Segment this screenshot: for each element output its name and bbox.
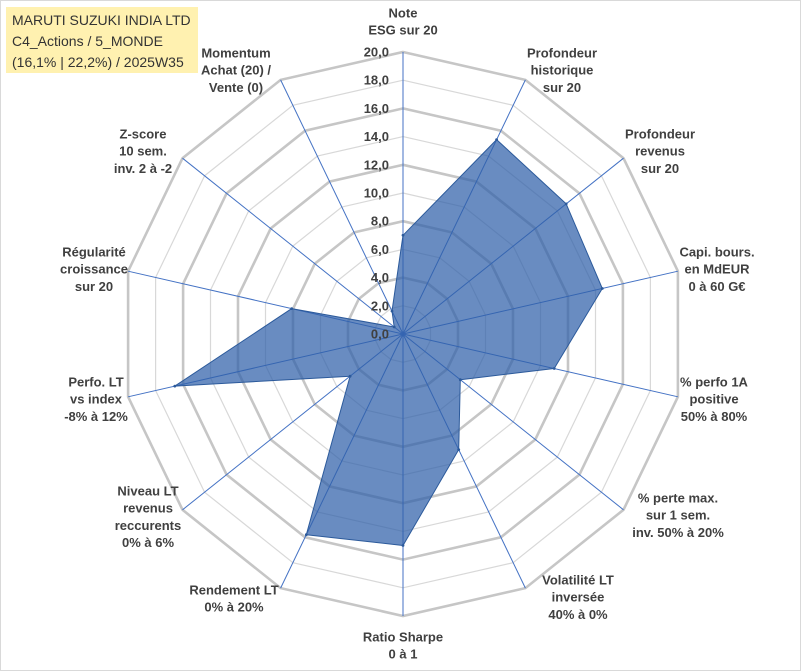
- tick-label: 16,0: [364, 101, 389, 116]
- data-point: [495, 138, 498, 142]
- title-stats: (16,1% | 22,2%) / 2025W35: [12, 54, 184, 70]
- tick-label: 12,0: [364, 157, 389, 172]
- axis-label-line: Z-score: [120, 127, 167, 142]
- data-point: [457, 448, 461, 451]
- axis-label: Z-score 10 sem. inv. 2 à -2: [114, 127, 172, 176]
- tick-label: 18,0: [364, 73, 389, 88]
- axis-label: Rendement LT 0% à 20%: [189, 583, 278, 615]
- tick-label: 0,0: [371, 327, 389, 342]
- data-point: [458, 378, 462, 382]
- value-axis-ticks: 0,0 2,0 4,0 6,0 8,0 10,0 12,0 14,0 16,0 18,0 20,0: [364, 45, 389, 342]
- data-point: [390, 309, 394, 313]
- axis-label: Profondeur historique sur 20: [527, 46, 597, 95]
- axis-label-line: Rendement LT: [189, 583, 278, 598]
- axis-label-line: 40% à 0%: [548, 607, 608, 622]
- axis-label: Niveau LT revenus reccurents 0% à 6%: [115, 484, 181, 551]
- axis-label-line: Régularité: [62, 245, 126, 260]
- axis-label-line: Perfo. LT: [68, 375, 123, 390]
- tick-label: 14,0: [364, 129, 389, 144]
- axis-label: Régularité croissance sur 20: [60, 245, 128, 294]
- axis-label-line: % perfo 1A: [680, 375, 749, 390]
- axis-label-line: 50% à 80%: [681, 409, 748, 424]
- axis-label: Profondeur revenus sur 20: [625, 127, 695, 176]
- axis-label-line: Achat (20) /: [201, 63, 271, 78]
- axis-label-line: Momentum: [201, 46, 270, 61]
- axis-label-line: en MdEUR: [685, 262, 751, 277]
- axis-label-line: croissance: [60, 262, 128, 277]
- series: [173, 138, 604, 547]
- axis-label-line: 10 sem.: [119, 144, 167, 159]
- axis-label-line: 0 à 60 G€: [688, 279, 745, 294]
- axis-spoke: [280, 79, 404, 335]
- axis-label-line: Volatilité LT: [542, 573, 614, 588]
- axis-label-line: sur 20: [641, 161, 679, 176]
- data-point: [401, 233, 405, 237]
- axis-label-line: sur 20: [543, 80, 581, 95]
- data-point: [564, 202, 568, 206]
- tick-label: 8,0: [371, 214, 389, 229]
- data-point: [290, 307, 294, 310]
- axis-label-line: inv. 2 à -2: [114, 161, 172, 176]
- axis-label: % perte max. sur 1 sem. inv. 50% à 20%: [632, 491, 724, 540]
- axis-label-line: inversée: [552, 590, 605, 605]
- title-company: MARUTI SUZUKI INDIA LTD: [12, 12, 191, 28]
- axis-label-line: 0% à 6%: [122, 535, 174, 550]
- axis-label: Ratio Sharpe 0 à 1: [363, 630, 443, 662]
- data-point: [401, 544, 405, 547]
- axis-label-line: positive: [689, 392, 738, 407]
- axis-label-line: vs index: [70, 392, 123, 407]
- axis-label-line: 0% à 20%: [204, 600, 264, 615]
- axis-label-line: Vente (0): [209, 80, 263, 95]
- tick-label: 2,0: [371, 298, 389, 313]
- data-point: [348, 374, 352, 378]
- axis-label-line: Note: [389, 6, 418, 21]
- axis-label-line: Profondeur: [527, 46, 597, 61]
- axis-label: Momentum Achat (20) / Vente (0): [201, 46, 271, 95]
- axis-label-line: sur 1 sem.: [646, 508, 710, 523]
- axis-label: Perfo. LT vs index -8% à 12%: [64, 375, 128, 424]
- axis-label-line: reccurents: [115, 518, 181, 533]
- axis-label: Capi. bours. en MdEUR 0 à 60 G€: [679, 245, 754, 294]
- axis-label: Volatilité LT inversée 40% à 0%: [542, 573, 614, 622]
- title-box: MARUTI SUZUKI INDIA LTD C4_Actions / 5_M…: [6, 7, 198, 73]
- tick-label: 4,0: [371, 270, 389, 285]
- axis-label-line: revenus: [635, 144, 685, 159]
- data-point: [304, 533, 308, 537]
- tick-label: 6,0: [371, 242, 389, 257]
- axis-label: Note ESG sur 20: [368, 6, 437, 38]
- axis-label-line: Profondeur: [625, 127, 695, 142]
- category-labels: Note ESG sur 20 Profondeur historique sur 20…: [60, 6, 755, 662]
- axis-label-line: ESG sur 20: [368, 23, 437, 38]
- axis-label-line: -8% à 12%: [64, 409, 128, 424]
- data-point: [552, 367, 556, 370]
- axis-label-line: Niveau LT: [117, 484, 178, 499]
- axis-label-line: % perte max.: [638, 491, 718, 506]
- axis-label-line: Ratio Sharpe: [363, 630, 443, 645]
- axis-label-line: inv. 50% à 20%: [632, 525, 724, 540]
- data-point: [392, 325, 396, 329]
- axis-label: % perfo 1A positive 50% à 80%: [680, 375, 749, 424]
- tick-label: 20,0: [364, 45, 389, 60]
- data-point: [600, 287, 604, 290]
- axis-label-line: Capi. bours.: [679, 245, 754, 260]
- data-point: [173, 384, 177, 388]
- title-category: C4_Actions / 5_MONDE: [12, 33, 163, 49]
- axis-label-line: revenus: [123, 501, 173, 516]
- axis-label-line: sur 20: [75, 279, 113, 294]
- axis-label-line: historique: [531, 63, 594, 78]
- axis-spoke: [182, 157, 404, 335]
- axis-label-line: 0 à 1: [389, 647, 418, 662]
- tick-label: 10,0: [364, 186, 389, 201]
